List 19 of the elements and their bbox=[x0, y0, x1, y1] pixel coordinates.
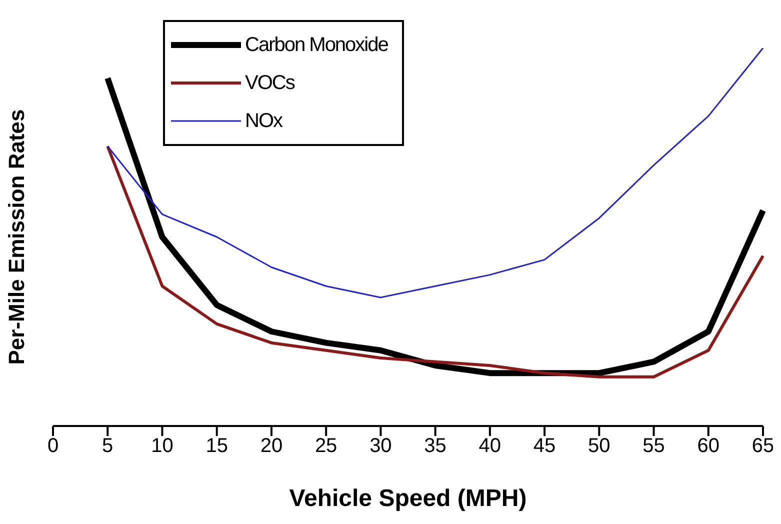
y-axis-title: Per-Mile Emission Rates bbox=[4, 109, 29, 365]
x-tick-label: 25 bbox=[314, 435, 338, 458]
x-tick-label: 40 bbox=[478, 435, 502, 458]
x-tick-label: 30 bbox=[370, 435, 392, 458]
x-tick-label: 65 bbox=[752, 435, 774, 458]
x-tick-label: 5 bbox=[102, 435, 114, 458]
x-tick-label: 10 bbox=[151, 435, 174, 458]
x-tick-label: 45 bbox=[533, 435, 556, 458]
legend-label: VOCs bbox=[245, 72, 294, 94]
x-tick-label: 55 bbox=[642, 435, 665, 458]
x-axis-title: Vehicle Speed (MPH) bbox=[289, 485, 527, 512]
legend-label: NOx bbox=[245, 110, 282, 132]
x-tick-label: 0 bbox=[47, 435, 59, 458]
x-tick-label: 20 bbox=[260, 435, 283, 458]
legend-label: Carbon Monoxide bbox=[245, 34, 388, 56]
x-tick-label: 15 bbox=[206, 435, 228, 458]
x-tick-label: 50 bbox=[588, 435, 610, 458]
x-tick-label: 60 bbox=[697, 435, 720, 458]
x-tick-label: 35 bbox=[424, 435, 446, 458]
